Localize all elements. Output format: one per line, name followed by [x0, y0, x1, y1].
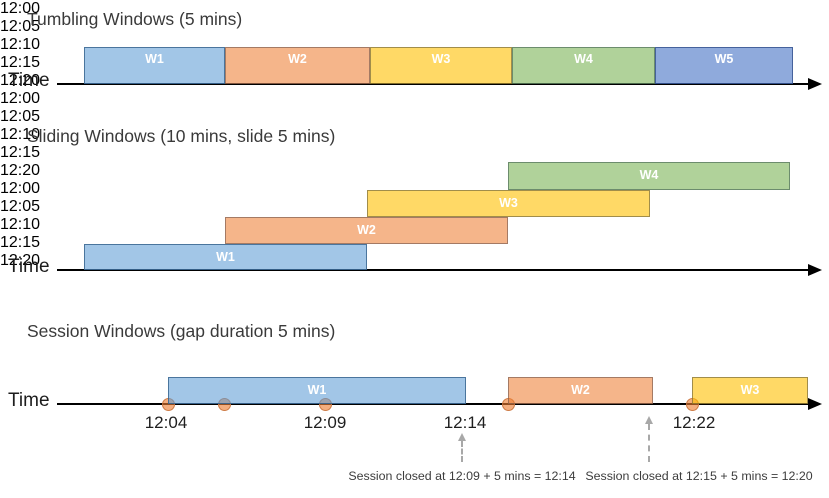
window-label: W3: [499, 196, 518, 210]
window-label: W1: [307, 383, 327, 397]
timeline-axis: [57, 83, 810, 85]
window-box-w3: [367, 190, 650, 217]
tick-label: 12:10: [0, 216, 41, 233]
tick-label: 12:20: [0, 72, 41, 89]
time-axis-label: Time: [8, 256, 50, 277]
tick-label: 12:00: [0, 90, 41, 107]
section-session-windows: Session Windows (gap duration 5 mins) Ti…: [0, 180, 829, 483]
tick-label: 12:15: [0, 144, 41, 161]
section-title: Session Windows (gap duration 5 mins): [27, 321, 336, 341]
annotation-arrow-icon: [644, 416, 653, 424]
section-tumbling-windows: Tumbling Windows (5 mins) Time 12:00 12:0…: [0, 0, 829, 91]
window-label: W4: [574, 52, 593, 66]
event-time-label: 12:04: [144, 413, 188, 432]
timeline-axis: [57, 269, 810, 271]
window-box-w5: [655, 47, 793, 84]
annotation-text: Session closed at 12:15 + 5 mins = 12:20: [585, 469, 813, 483]
window-label: W1: [216, 250, 235, 264]
axis-arrowhead-icon: [808, 78, 822, 90]
event-time-label: 12:14: [443, 413, 487, 432]
window-box-w4: [508, 162, 790, 190]
tick-label: 12:15: [0, 54, 41, 71]
tick-label: 12:05: [0, 18, 41, 35]
event-time-label: 12:22: [672, 413, 716, 432]
time-axis-label: Time: [8, 390, 50, 411]
section-sliding-windows: Sliding Windows (10 mins, slide 5 mins) …: [0, 90, 829, 277]
tick-label: 12:05: [0, 108, 41, 125]
window-label: W3: [431, 52, 451, 66]
window-box-w1: [84, 244, 367, 270]
axis-arrowhead-icon: [808, 264, 822, 276]
window-box-w1: [168, 377, 466, 404]
window-box-w2: [225, 47, 370, 84]
annotation-arrow-icon: [457, 433, 466, 441]
axis-arrowhead-icon: [808, 398, 822, 410]
section-title: Tumbling Windows (5 mins): [27, 9, 243, 29]
tick-label: 12:10: [0, 36, 41, 53]
tick-label: 12:00: [0, 0, 41, 17]
window-label: W2: [571, 383, 590, 397]
time-axis-label: Time: [8, 70, 50, 91]
window-box-w3: [692, 377, 808, 404]
window-box-w2: [225, 217, 508, 244]
tick-label: 12:00: [0, 180, 41, 197]
annotation-arrow-line: [648, 424, 650, 462]
window-label: W2: [357, 223, 376, 237]
window-label: W2: [288, 52, 307, 66]
section-title: Sliding Windows (10 mins, slide 5 mins): [27, 126, 336, 146]
tick-label: 12:05: [0, 198, 41, 215]
tick-label: 12:20: [0, 252, 41, 269]
window-label: W1: [145, 52, 164, 66]
event-time-label: 12:09: [303, 413, 347, 432]
window-box-w2: [508, 377, 653, 404]
annotation-arrow-line: [461, 441, 463, 462]
window-box-w3: [370, 47, 512, 84]
timeline-axis: [57, 403, 810, 405]
window-label: W3: [740, 383, 760, 397]
window-label: W5: [714, 52, 734, 66]
tick-label: 12:10: [0, 126, 41, 143]
window-box-w1: [84, 47, 225, 84]
annotation-text: Session closed at 12:09 + 5 mins = 12:14: [348, 469, 576, 483]
window-label: W4: [639, 168, 659, 182]
tick-label: 12:15: [0, 234, 41, 251]
window-box-w4: [512, 47, 655, 84]
tick-label: 12:20: [0, 162, 41, 179]
